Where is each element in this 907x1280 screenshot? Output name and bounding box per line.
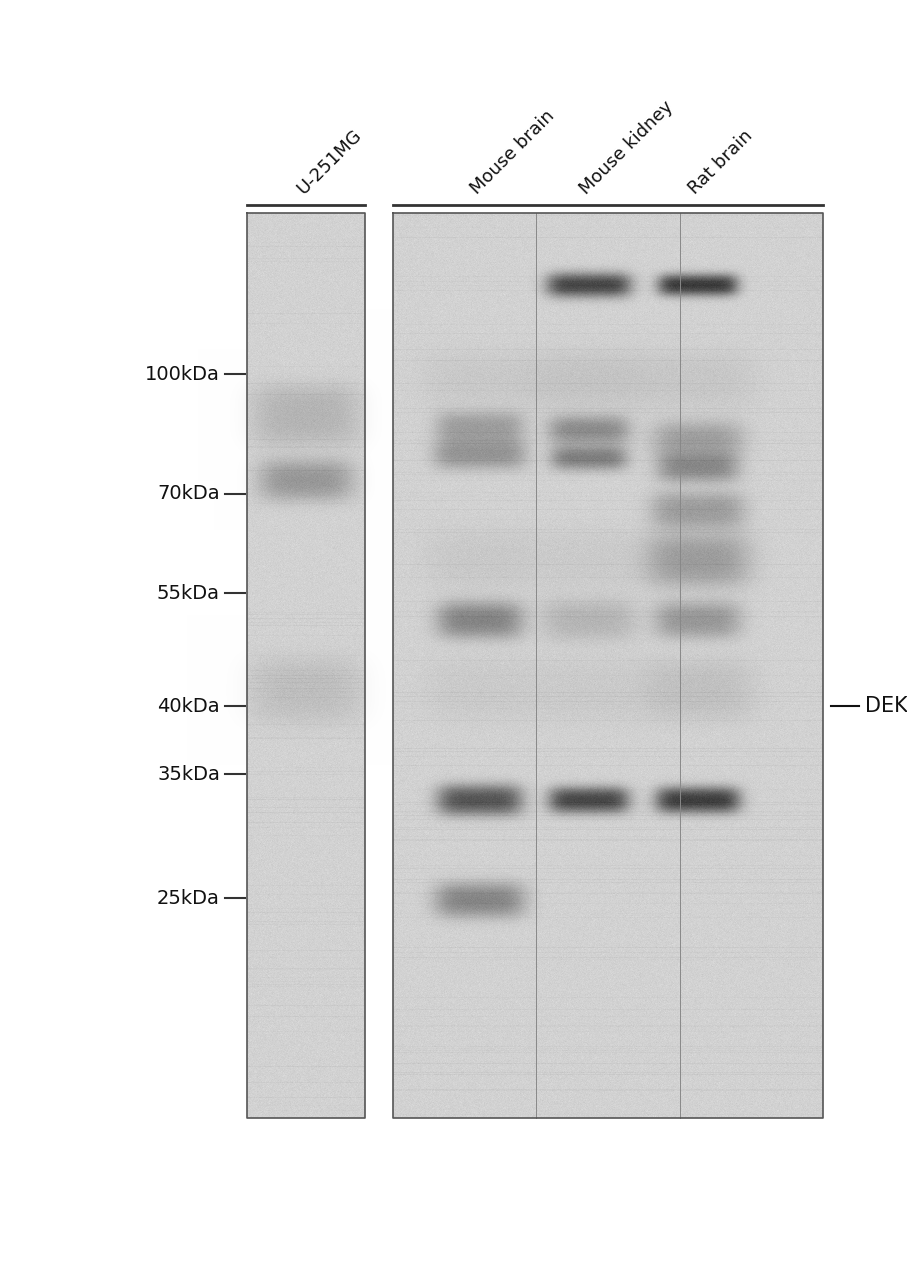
- Text: 25kDa: 25kDa: [157, 888, 220, 908]
- Text: Rat brain: Rat brain: [686, 127, 756, 198]
- Text: 35kDa: 35kDa: [157, 764, 220, 783]
- Text: U-251MG: U-251MG: [293, 127, 365, 198]
- Text: 70kDa: 70kDa: [158, 484, 220, 503]
- Text: Mouse brain: Mouse brain: [467, 108, 559, 198]
- Text: Mouse kidney: Mouse kidney: [576, 97, 677, 198]
- Text: 55kDa: 55kDa: [157, 584, 220, 603]
- Text: 100kDa: 100kDa: [145, 365, 220, 384]
- Text: 40kDa: 40kDa: [158, 696, 220, 716]
- Text: DEK: DEK: [865, 696, 907, 717]
